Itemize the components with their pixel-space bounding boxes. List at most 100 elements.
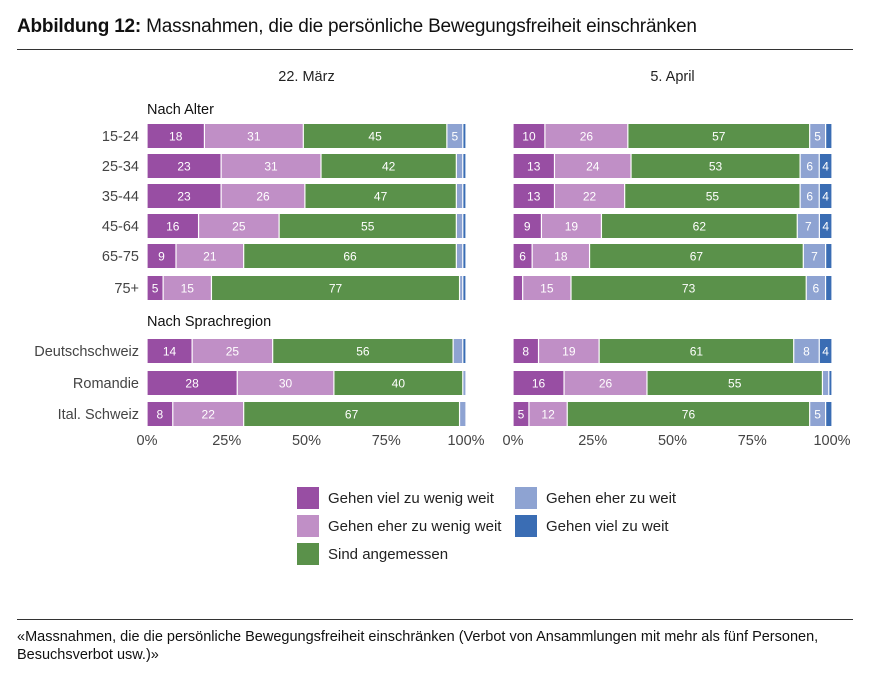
data-label: 55 — [706, 190, 720, 204]
bar-segment-angemessen — [321, 154, 456, 178]
data-label: 26 — [256, 190, 270, 204]
bar-segment-eher-zu-wenig — [523, 276, 571, 300]
bar-segment-eher-zu-weit — [453, 339, 463, 363]
data-label: 5 — [518, 408, 525, 422]
data-label: 56 — [356, 345, 370, 359]
bar-segment-eher-zu-wenig — [539, 339, 599, 363]
data-label: 16 — [166, 220, 180, 234]
bar-segment-angemessen — [590, 244, 803, 268]
group-label: Nach Alter — [147, 102, 214, 118]
x-tick-label: 100% — [813, 433, 850, 449]
data-label: 8 — [522, 345, 529, 359]
bar-segment-angemessen — [244, 244, 456, 268]
legend-label: Gehen viel zu wenig weit — [328, 489, 494, 507]
data-label: 6 — [813, 282, 820, 296]
bar-segment-viel-zu-weit — [463, 276, 466, 300]
legend-item-angemessen: Sind angemessen — [297, 543, 448, 565]
data-label: 12 — [541, 408, 555, 422]
data-label: 4 — [822, 220, 829, 234]
data-label: 15 — [540, 282, 554, 296]
bar-segment-eher-zu-weit — [456, 244, 463, 268]
data-label: 6 — [519, 250, 526, 264]
x-tick-label: 100% — [447, 433, 484, 449]
bar-segment-eher-zu-weit — [797, 214, 819, 238]
bar-segment-viel-zu-weit — [826, 124, 832, 148]
bar-segment-viel-zu-weit — [463, 244, 466, 268]
data-label: 67 — [690, 250, 704, 264]
bar-segment-angemessen — [625, 184, 800, 208]
figure-title-text: Massnahmen, die die persönliche Bewegung… — [146, 16, 697, 37]
x-tick-label: 50% — [658, 433, 687, 449]
data-label: 22 — [583, 190, 597, 204]
legend-swatch — [297, 487, 319, 509]
bar-segment-angemessen — [599, 339, 794, 363]
x-tick-label: 50% — [292, 433, 321, 449]
bar-segment-eher-zu-weit — [456, 184, 463, 208]
data-label: 53 — [709, 160, 723, 174]
data-label: 16 — [532, 377, 546, 391]
data-label: 30 — [279, 377, 293, 391]
bar-segment-viel-zu-wenig — [147, 339, 192, 363]
data-label: 61 — [690, 345, 704, 359]
data-label: 25 — [226, 345, 240, 359]
data-label: 31 — [247, 130, 261, 144]
data-label: 6 — [806, 160, 813, 174]
bar-segment-viel-zu-wenig — [147, 184, 221, 208]
bar-segment-viel-zu-wenig — [147, 214, 198, 238]
bar-segment-eher-zu-wenig — [199, 214, 279, 238]
bar-segment-eher-zu-wenig — [163, 276, 211, 300]
category-label: 75+ — [114, 281, 139, 297]
bar-segment-eher-zu-weit — [447, 124, 463, 148]
bar-segment-viel-zu-wenig — [147, 276, 163, 300]
bar-segment-eher-zu-wenig — [545, 124, 628, 148]
data-label: 5 — [814, 130, 821, 144]
bar-segment-eher-zu-wenig — [176, 244, 244, 268]
bar-segment-eher-zu-weit — [810, 124, 826, 148]
bar-segment-angemessen — [273, 339, 453, 363]
bar-segment-eher-zu-weit — [810, 402, 826, 426]
x-tick-label: 25% — [578, 433, 607, 449]
bar-segment-eher-zu-wenig — [221, 184, 305, 208]
legend-item-viel-zu-wenig: Gehen viel zu wenig weit — [297, 487, 494, 509]
category-label: 45-64 — [102, 219, 139, 235]
bar-segment-angemessen — [602, 214, 797, 238]
data-label: 5 — [152, 282, 159, 296]
bar-segment-viel-zu-weit — [819, 154, 832, 178]
bar-segment-eher-zu-wenig — [555, 184, 625, 208]
data-label: 42 — [382, 160, 396, 174]
data-label: 8 — [157, 408, 164, 422]
panel-title: 5. April — [650, 69, 694, 85]
bar-segment-eher-zu-wenig — [205, 124, 303, 148]
data-label: 22 — [202, 408, 216, 422]
bar-segment-viel-zu-wenig — [147, 154, 221, 178]
bar-segment-viel-zu-weit — [463, 339, 466, 363]
bar-segment-eher-zu-weit — [806, 276, 825, 300]
bar-segment-viel-zu-wenig — [147, 371, 237, 395]
legend-swatch — [515, 515, 537, 537]
bar-segment-viel-zu-wenig — [147, 244, 176, 268]
bar-segment-viel-zu-weit — [826, 402, 832, 426]
bar-segment-angemessen — [279, 214, 456, 238]
bar-segment-eher-zu-weit — [460, 276, 463, 300]
category-label: 25-34 — [102, 159, 139, 175]
data-label: 62 — [693, 220, 707, 234]
x-tick-label: 0% — [503, 433, 524, 449]
bar-segment-eher-zu-weit — [800, 154, 819, 178]
data-label: 73 — [682, 282, 696, 296]
bar-segment-angemessen — [647, 371, 822, 395]
bar-segment-eher-zu-wenig — [192, 339, 273, 363]
bar-segment-viel-zu-weit — [463, 184, 466, 208]
data-label: 25 — [232, 220, 246, 234]
bar-segment-eher-zu-weit — [456, 214, 463, 238]
data-label: 13 — [527, 160, 541, 174]
bar-segment-eher-zu-weit — [800, 184, 819, 208]
data-label: 15 — [181, 282, 195, 296]
bar-segment-viel-zu-weit — [463, 124, 466, 148]
bar-segment-viel-zu-wenig — [513, 154, 554, 178]
bar-segment-eher-zu-wenig — [564, 371, 647, 395]
category-label: 65-75 — [102, 249, 139, 265]
bar-segment-viel-zu-wenig — [147, 402, 173, 426]
bar-segment-viel-zu-wenig — [513, 276, 523, 300]
bar-segment-angemessen — [628, 124, 810, 148]
bar-segment-eher-zu-wenig — [542, 214, 601, 238]
